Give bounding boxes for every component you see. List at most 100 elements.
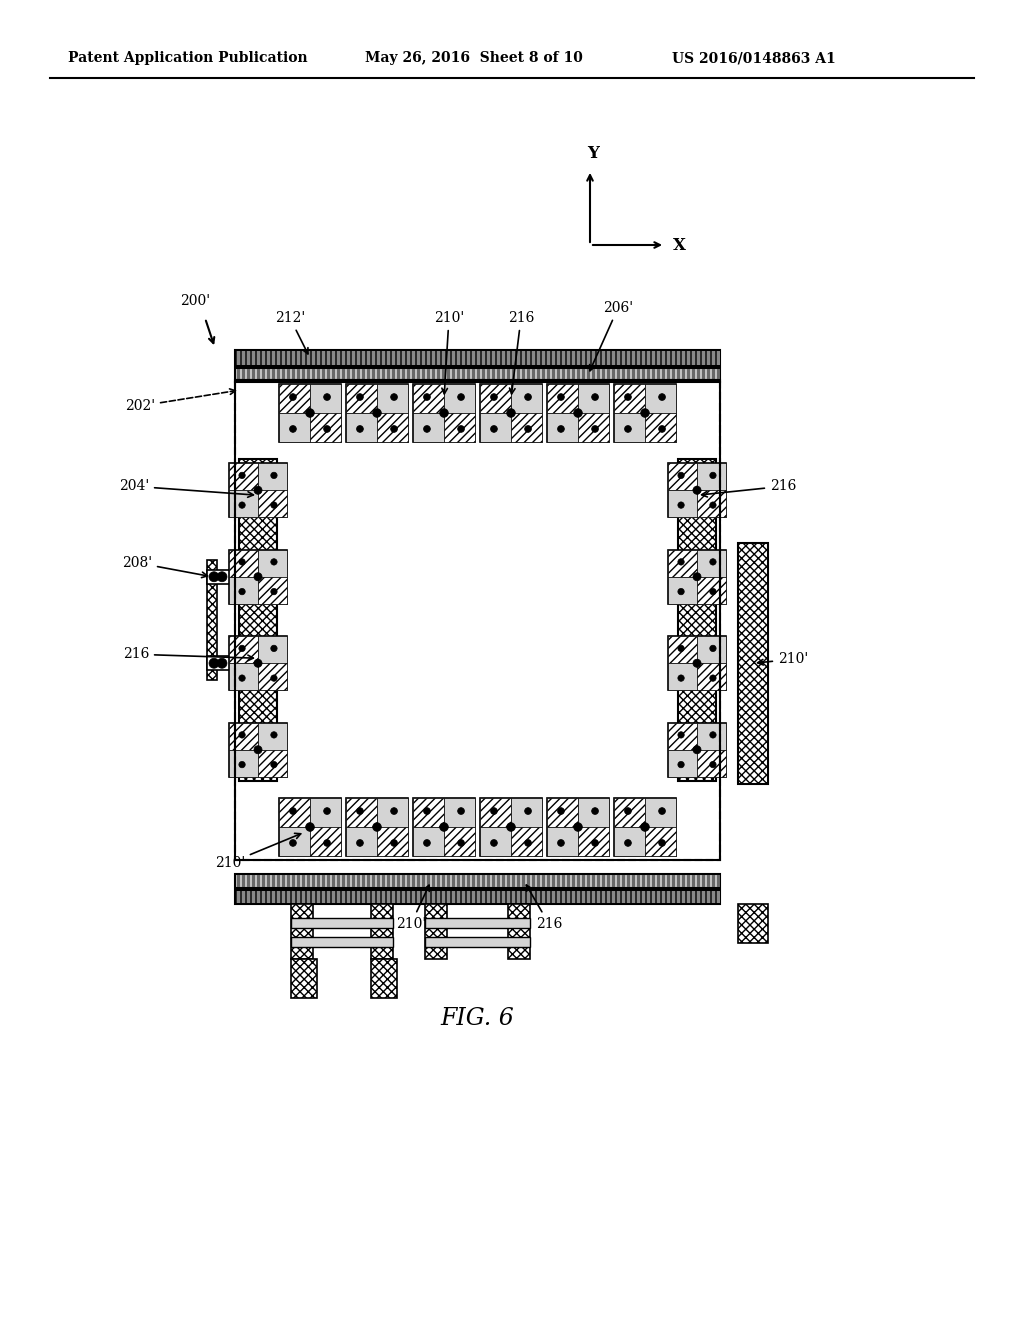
Bar xyxy=(337,351,340,366)
Bar xyxy=(707,351,710,366)
Bar xyxy=(582,891,585,903)
Bar xyxy=(312,351,315,366)
Bar xyxy=(242,875,245,887)
Text: May 26, 2016  Sheet 8 of 10: May 26, 2016 Sheet 8 of 10 xyxy=(365,51,583,65)
Bar xyxy=(672,891,675,903)
Bar xyxy=(482,351,485,366)
Circle shape xyxy=(693,573,701,581)
Circle shape xyxy=(490,840,498,846)
Bar xyxy=(497,891,500,903)
Bar xyxy=(547,875,550,887)
Bar xyxy=(382,875,385,887)
Circle shape xyxy=(458,425,465,433)
Bar xyxy=(687,875,690,887)
Bar xyxy=(427,370,430,381)
Circle shape xyxy=(424,808,430,814)
Bar xyxy=(627,370,630,381)
Bar xyxy=(357,351,360,366)
Bar xyxy=(452,351,455,366)
Bar xyxy=(668,636,697,663)
Bar xyxy=(291,937,393,946)
Bar xyxy=(702,875,705,887)
Bar xyxy=(239,459,278,780)
Circle shape xyxy=(356,425,364,433)
Bar xyxy=(402,351,406,366)
Bar xyxy=(387,875,390,887)
Bar xyxy=(287,875,290,887)
Text: 212': 212' xyxy=(274,312,308,354)
Bar xyxy=(527,891,530,903)
Bar xyxy=(480,413,511,442)
Bar xyxy=(502,370,505,381)
Bar xyxy=(647,370,650,381)
Text: 200': 200' xyxy=(180,294,210,308)
Bar xyxy=(367,370,370,381)
Circle shape xyxy=(239,502,245,508)
Circle shape xyxy=(678,645,684,652)
Bar xyxy=(577,875,580,887)
Circle shape xyxy=(209,659,219,668)
Text: 216: 216 xyxy=(123,647,253,661)
Bar xyxy=(234,890,720,904)
Bar xyxy=(207,570,229,583)
Bar xyxy=(502,351,505,366)
Bar xyxy=(592,891,595,903)
Bar xyxy=(557,370,560,381)
Bar xyxy=(413,799,444,828)
Bar xyxy=(657,351,660,366)
Bar xyxy=(292,875,295,887)
Bar xyxy=(442,875,445,887)
Bar xyxy=(511,413,542,442)
Bar xyxy=(678,459,716,780)
Bar xyxy=(547,351,550,366)
Bar xyxy=(278,370,280,381)
Bar xyxy=(332,891,335,903)
Bar xyxy=(432,891,435,903)
Circle shape xyxy=(658,425,666,433)
Bar xyxy=(377,413,408,442)
Bar xyxy=(682,891,685,903)
Circle shape xyxy=(678,675,684,681)
Bar xyxy=(492,351,495,366)
Bar xyxy=(342,351,345,366)
Bar xyxy=(267,351,270,366)
Bar xyxy=(672,351,675,366)
Bar xyxy=(668,636,726,690)
Bar xyxy=(492,370,495,381)
Bar xyxy=(258,750,287,776)
Bar xyxy=(697,663,726,690)
Bar xyxy=(612,370,615,381)
Circle shape xyxy=(625,808,632,814)
Bar xyxy=(427,875,430,887)
Bar xyxy=(572,370,575,381)
Circle shape xyxy=(678,473,684,479)
Bar xyxy=(257,875,260,887)
Bar xyxy=(692,370,695,381)
Bar xyxy=(352,370,355,381)
Bar xyxy=(397,351,400,366)
Bar xyxy=(614,799,645,828)
Bar xyxy=(387,370,390,381)
Bar xyxy=(234,350,720,366)
Bar xyxy=(582,875,585,887)
Bar xyxy=(645,384,676,413)
Bar xyxy=(457,875,460,887)
Circle shape xyxy=(592,393,598,400)
Bar xyxy=(587,875,590,887)
Bar xyxy=(557,891,560,903)
Bar xyxy=(422,875,425,887)
Bar xyxy=(346,799,408,855)
Bar xyxy=(377,828,408,855)
Bar xyxy=(427,351,430,366)
Bar xyxy=(367,891,370,903)
Bar xyxy=(667,351,670,366)
Text: 208': 208' xyxy=(122,556,208,578)
Bar xyxy=(292,370,295,381)
Bar xyxy=(437,351,440,366)
Bar xyxy=(346,384,377,413)
Bar xyxy=(547,370,550,381)
Bar xyxy=(614,413,645,442)
Bar xyxy=(614,384,645,413)
Bar xyxy=(257,370,260,381)
Bar xyxy=(697,490,726,517)
